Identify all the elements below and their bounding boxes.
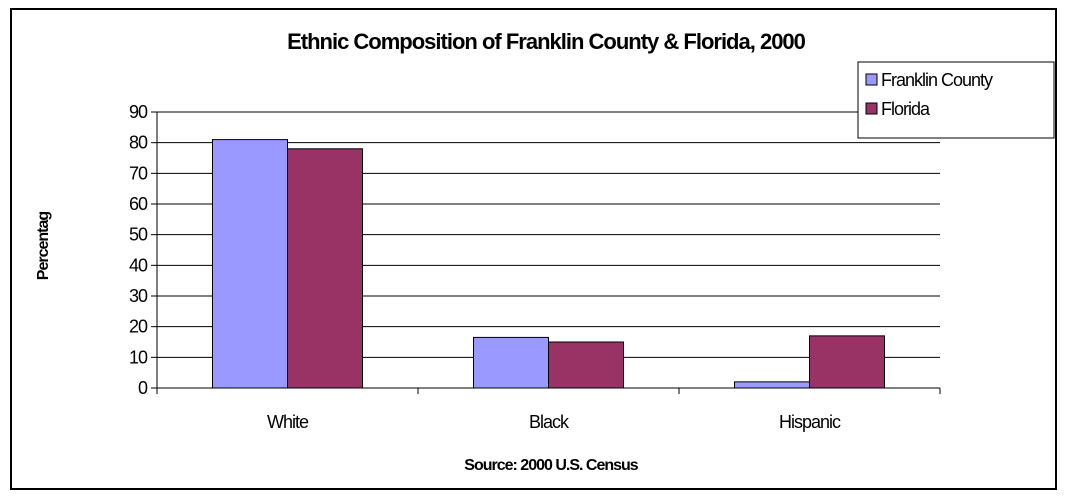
bar-white-franklin-county — [212, 139, 288, 389]
bars — [212, 139, 885, 389]
chart-title: Ethnic Composition of Franklin County & … — [287, 29, 806, 54]
bar-black-franklin-county — [473, 336, 549, 389]
y-tick-label: 10 — [129, 347, 148, 367]
x-tick-labels: White Black Hispanic — [267, 412, 842, 432]
y-tick-label: 60 — [129, 194, 148, 214]
y-tick-label: 50 — [129, 225, 148, 245]
y-tick-label: 30 — [129, 286, 148, 306]
x-tick-label: Black — [529, 412, 570, 432]
y-tick-label: 70 — [129, 163, 148, 183]
bar-white-florida — [287, 148, 363, 389]
legend-box — [857, 61, 1055, 139]
y-tick-labels: 0 10 20 30 40 50 60 70 80 90 — [129, 102, 149, 398]
y-tick-label: 80 — [129, 133, 148, 153]
legend-label: Franklin County — [881, 70, 993, 90]
y-tick-label: 90 — [129, 102, 148, 122]
bar-hispanic-franklin-county — [734, 381, 810, 389]
legend-swatch-florida — [865, 102, 878, 115]
legend: Franklin County Florida — [857, 61, 1055, 139]
y-axis-label: Percentag — [35, 212, 52, 281]
y-tick-label: 0 — [138, 378, 148, 398]
bar-black-florida — [548, 341, 624, 389]
legend-label: Florida — [881, 99, 931, 119]
x-tick-label: White — [267, 412, 309, 432]
legend-swatch-franklin-county — [865, 73, 878, 86]
y-tick-label: 20 — [129, 317, 148, 337]
bar-hispanic-florida — [809, 335, 885, 389]
x-axis-label: Source: 2000 U.S. Census — [464, 457, 639, 474]
y-tick-label: 40 — [129, 255, 148, 275]
axes — [151, 111, 941, 394]
x-tick-label: Hispanic — [779, 412, 841, 432]
